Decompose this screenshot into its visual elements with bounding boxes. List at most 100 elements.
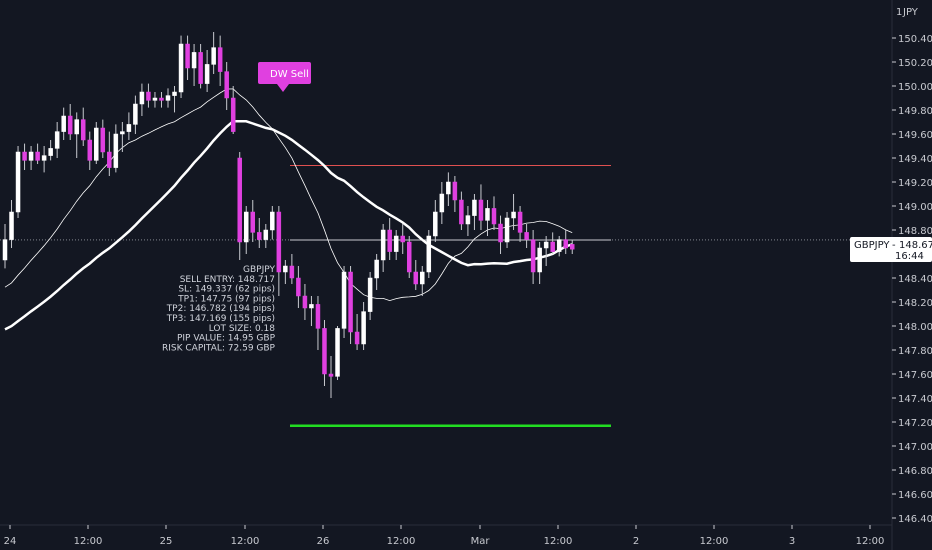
trade-info-line: TP1: 147.75 (97 pips) bbox=[177, 294, 275, 304]
candle-body bbox=[87, 139, 93, 161]
candle-body bbox=[426, 235, 432, 273]
current-price-symbol: GBPJPY bbox=[854, 240, 890, 251]
candle-body bbox=[354, 331, 360, 345]
candle-body bbox=[511, 211, 516, 219]
trade-info-line: GBPJPY bbox=[243, 265, 275, 275]
y-tick-label: 150.200 bbox=[898, 58, 932, 69]
y-tick-label: 149.200 bbox=[898, 178, 932, 189]
moving-average-fast bbox=[4, 88, 573, 302]
candle-body bbox=[191, 52, 197, 69]
candle-body bbox=[393, 235, 399, 252]
candle-body bbox=[387, 229, 392, 252]
candle-body bbox=[289, 265, 295, 279]
moving-averages-layer bbox=[4, 88, 573, 331]
current-price-value: 148.675 bbox=[899, 240, 932, 251]
x-tick-label: 12:00 bbox=[387, 536, 416, 547]
candle-body bbox=[485, 208, 490, 221]
x-tick-label: 2 bbox=[633, 536, 639, 547]
candle-body bbox=[165, 95, 171, 101]
trade-info-line: SELL ENTRY: 148.717 bbox=[180, 275, 275, 285]
candle-body bbox=[465, 215, 471, 225]
signal-marker[interactable]: DW Sell bbox=[258, 62, 311, 92]
y-tick-label: 147.000 bbox=[898, 442, 932, 453]
y-tick-label: 148.200 bbox=[898, 298, 932, 309]
candle-body bbox=[400, 235, 405, 243]
x-tick-label: 26 bbox=[317, 536, 330, 547]
candle-body bbox=[217, 47, 223, 72]
candle-body bbox=[556, 239, 562, 252]
candle-body bbox=[22, 151, 27, 161]
currency-code: JPY bbox=[902, 7, 919, 18]
candle-body bbox=[276, 211, 282, 273]
candle-body bbox=[406, 241, 412, 273]
candle-body bbox=[543, 241, 549, 249]
candle-body bbox=[335, 328, 340, 377]
candle-body bbox=[413, 271, 419, 285]
trade-info-line: TP2: 146.782 (194 pips) bbox=[166, 304, 275, 314]
x-tick-label: 12:00 bbox=[856, 536, 885, 547]
candle-body bbox=[35, 151, 40, 161]
candle-body bbox=[302, 295, 308, 309]
moving-average-slow bbox=[4, 119, 573, 331]
y-tick-label: 150.400 bbox=[898, 34, 932, 45]
candle-body bbox=[367, 277, 373, 312]
signal-tag-pointer bbox=[277, 84, 289, 92]
candle-body bbox=[48, 148, 53, 156]
axes-layer bbox=[0, 0, 893, 550]
candle-body bbox=[204, 64, 210, 84]
current-price-label[interactable]: GBPJPY - 148.675 16:44 bbox=[850, 237, 932, 262]
candle-body bbox=[420, 271, 425, 285]
candle-body bbox=[569, 244, 575, 250]
y-tick-label: 147.200 bbox=[898, 418, 932, 429]
candle-body bbox=[257, 232, 262, 240]
candle-body bbox=[61, 115, 66, 132]
trade-info-line: LOT SIZE: 0.18 bbox=[209, 324, 276, 334]
candle-body bbox=[296, 277, 301, 297]
y-tick-label: 148.400 bbox=[898, 274, 932, 285]
candle-body bbox=[243, 211, 249, 243]
candle-body bbox=[322, 328, 327, 375]
currency-label: 1 JPY bbox=[896, 7, 919, 18]
x-tick-label: 12:00 bbox=[544, 536, 573, 547]
candle-body bbox=[185, 43, 190, 69]
candle-body bbox=[530, 239, 536, 273]
candle-body bbox=[9, 211, 14, 240]
candle-body bbox=[361, 311, 366, 345]
y-tick-label: 146.600 bbox=[898, 490, 932, 501]
x-tick-label: Mar bbox=[471, 536, 491, 547]
candle-body bbox=[80, 119, 86, 141]
candle-body bbox=[211, 47, 216, 65]
candle-body bbox=[172, 91, 177, 96]
x-tick-label: 12:00 bbox=[74, 536, 103, 547]
candle-body bbox=[478, 199, 484, 221]
trade-info-line: TP3: 147.169 (155 pips) bbox=[166, 314, 275, 324]
candle-body bbox=[270, 211, 275, 231]
x-tick-label: 12:00 bbox=[231, 536, 260, 547]
candle-body bbox=[107, 151, 112, 168]
candle-body bbox=[504, 217, 510, 243]
candle-body bbox=[341, 271, 347, 329]
candle-body bbox=[498, 223, 503, 243]
x-axis-ticks: 24 12:00 25 12:00 26 12:00 Mar 12:00 2 12:00 3 12:0… bbox=[4, 525, 885, 547]
candle-body bbox=[283, 265, 288, 273]
candle-body bbox=[2, 239, 8, 261]
y-tick-label: 147.800 bbox=[898, 346, 932, 357]
candle-body bbox=[537, 247, 542, 273]
candle-body bbox=[459, 199, 464, 225]
trade-info-line: SL: 149.337 (62 pips) bbox=[178, 285, 275, 295]
candle-body bbox=[433, 211, 438, 237]
candle-body bbox=[524, 232, 529, 240]
candle-body bbox=[120, 131, 125, 135]
candle-body bbox=[100, 127, 106, 153]
signal-tag-box[interactable] bbox=[258, 62, 311, 84]
candle-body bbox=[133, 103, 138, 125]
candle-body bbox=[517, 211, 523, 233]
candle-body bbox=[94, 127, 99, 161]
candle-body bbox=[328, 373, 334, 377]
current-price-box[interactable] bbox=[850, 237, 932, 262]
candle-body bbox=[309, 304, 314, 309]
candle-body bbox=[446, 181, 451, 195]
candle-body bbox=[263, 229, 269, 240]
